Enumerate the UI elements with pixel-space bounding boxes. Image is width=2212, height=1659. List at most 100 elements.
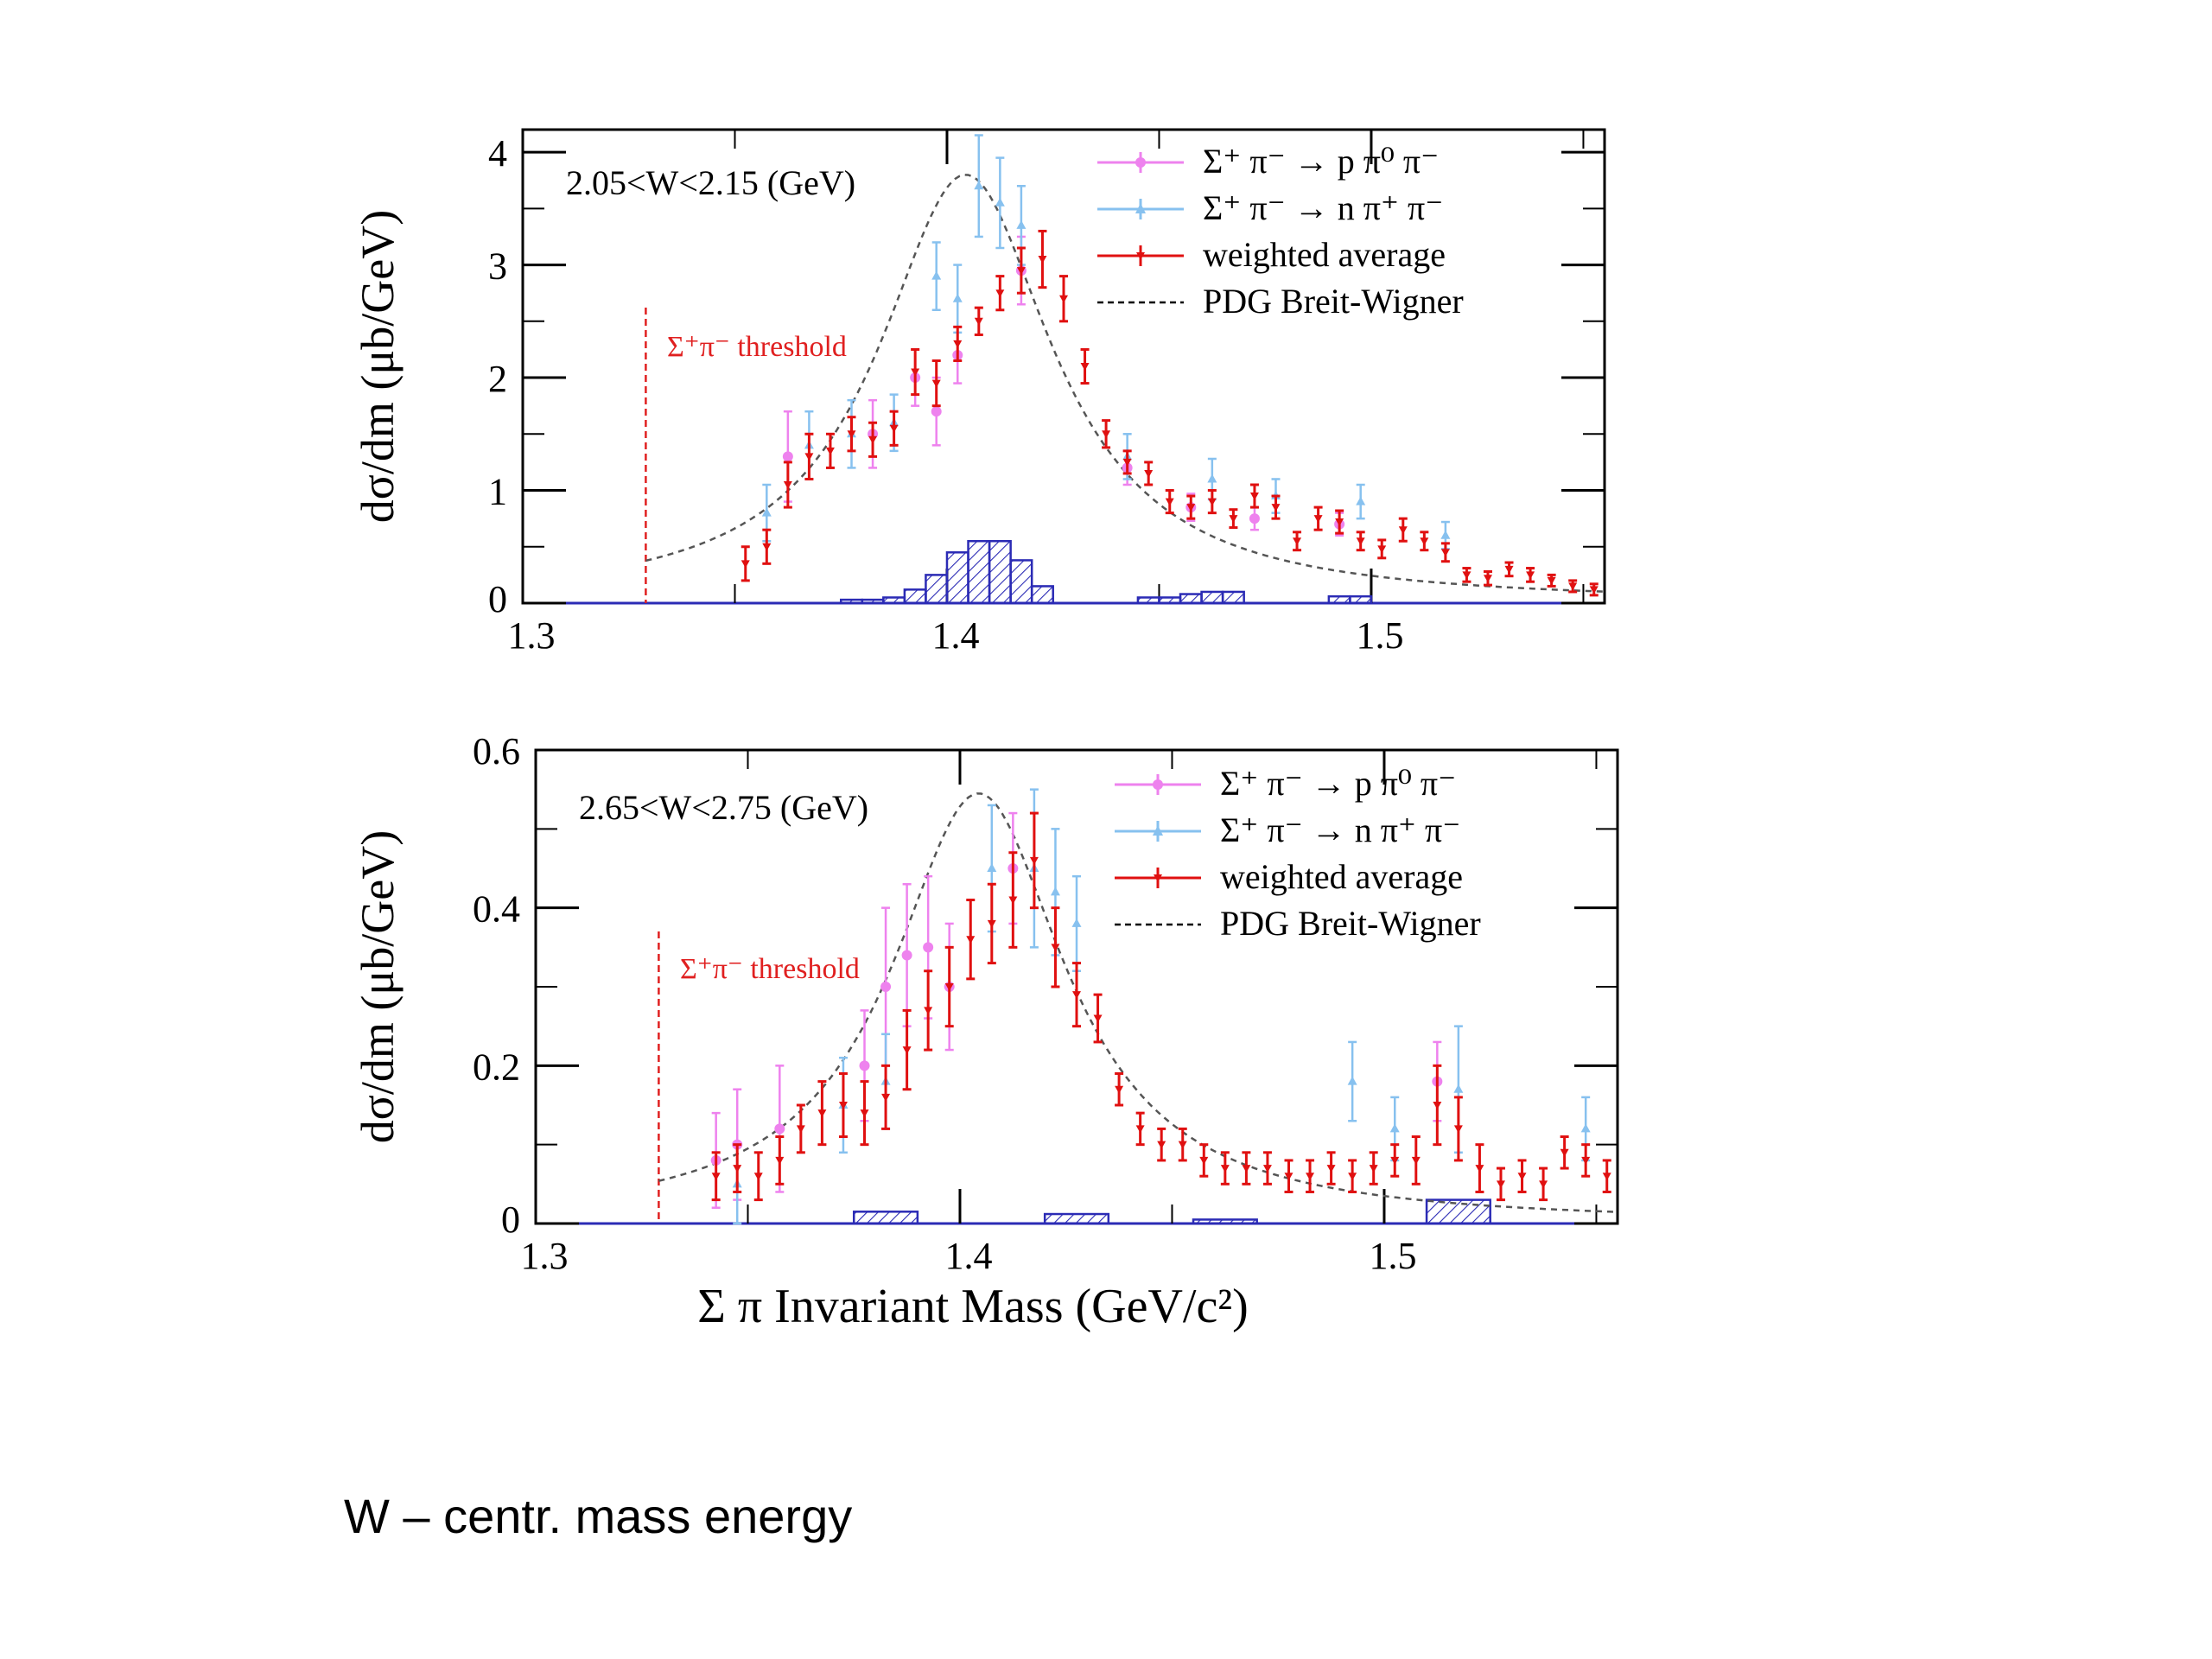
y-tick-label: 0 xyxy=(488,578,507,620)
data-point xyxy=(782,451,793,462)
data-point xyxy=(774,1123,785,1135)
data-point xyxy=(817,1109,827,1118)
y-tick-label: 2 xyxy=(488,358,507,400)
systematic-bar xyxy=(967,539,991,605)
systematic-bar xyxy=(1136,596,1160,605)
data-point xyxy=(1433,1102,1442,1109)
data-point xyxy=(1504,565,1514,574)
w-range-annotation: 2.05<W<2.15 (GeV) xyxy=(566,163,855,202)
data-point xyxy=(1539,1180,1548,1189)
data-point xyxy=(1462,571,1471,580)
data-point xyxy=(1262,1165,1272,1173)
legend-marker xyxy=(1135,157,1146,168)
data-point xyxy=(1051,944,1060,952)
chart-top: 0 1 2 3 4 1.3 1.4 1.5 dσ/dm (μb/GeV) 2.05<W<2.15 … xyxy=(352,128,1606,657)
data-point xyxy=(1029,856,1039,865)
data-point xyxy=(1517,1173,1527,1181)
y-tick-label: 0 xyxy=(501,1198,520,1241)
data-point xyxy=(1165,498,1174,506)
data-point xyxy=(1229,515,1238,524)
chart-bottom: 0 0.2 0.4 0.6 1.3 1.4 1.5 dσ/dm (μb/GeV) Σ π Inv… xyxy=(352,730,1619,1333)
data-point xyxy=(931,270,942,280)
data-point xyxy=(944,983,954,991)
x-tick-label: 1.3 xyxy=(508,614,556,657)
data-point xyxy=(1411,1156,1421,1165)
systematic-bar xyxy=(1030,585,1054,605)
legend-label: PDG Breit-Wigner xyxy=(1220,904,1481,943)
data-point xyxy=(1313,515,1323,524)
data-point xyxy=(1377,545,1387,554)
data-point xyxy=(1568,582,1578,591)
data-point xyxy=(902,1046,912,1055)
data-point xyxy=(1072,991,1081,1000)
threshold-label: Σ⁺π⁻ threshold xyxy=(680,953,860,985)
x-tick-label: 1.4 xyxy=(944,1235,992,1277)
data-point xyxy=(825,447,835,455)
data-point xyxy=(1186,504,1196,512)
data-point xyxy=(1271,504,1281,512)
data-point xyxy=(1398,526,1408,535)
data-point xyxy=(1496,1180,1505,1189)
data-point xyxy=(868,435,878,444)
series-red xyxy=(741,229,1599,597)
data-point xyxy=(931,406,942,417)
systematic-bar xyxy=(1200,590,1224,605)
systematic-bar xyxy=(925,574,949,605)
data-point xyxy=(952,293,963,302)
data-point xyxy=(953,340,963,348)
data-point xyxy=(1207,498,1217,506)
systematic-bar xyxy=(882,596,906,605)
legend-label: Σ⁺ π⁻ → n π⁺ π⁻ xyxy=(1220,810,1460,849)
data-point xyxy=(987,863,997,872)
legend-marker xyxy=(1153,825,1163,836)
systematic-bar xyxy=(1179,593,1203,605)
systematic-bar xyxy=(903,588,927,605)
data-point xyxy=(1115,1085,1124,1094)
systematic-bar xyxy=(839,598,864,605)
data-point xyxy=(1249,513,1260,524)
data-point xyxy=(1122,458,1132,467)
data-point xyxy=(1249,493,1259,501)
legend-marker xyxy=(1153,779,1163,790)
y-tick-label: 3 xyxy=(488,245,507,288)
data-point xyxy=(1050,887,1060,896)
data-point xyxy=(931,379,941,388)
data-point xyxy=(1348,1173,1357,1181)
data-point xyxy=(741,560,750,569)
systematic-bar xyxy=(1349,594,1373,605)
y-tick-label: 0.6 xyxy=(473,730,520,772)
data-point xyxy=(987,919,996,928)
data-point xyxy=(860,1109,869,1118)
data-point xyxy=(1347,1076,1357,1085)
legend-marker xyxy=(1135,203,1146,213)
w-range-annotation: 2.65<W<2.75 (GeV) xyxy=(579,788,868,827)
data-point xyxy=(1369,1165,1378,1173)
data-point xyxy=(1440,549,1450,557)
y-tick-label: 0.2 xyxy=(473,1046,520,1088)
y-axis-label: dσ/dm (μb/GeV) xyxy=(352,830,404,1144)
legend-label: PDG Breit-Wigner xyxy=(1203,282,1464,321)
data-point xyxy=(761,507,772,517)
systematic-bar xyxy=(852,1211,919,1225)
x-tick-label: 1.5 xyxy=(1356,614,1403,657)
slide-caption: W – centr. mass energy xyxy=(344,1489,853,1543)
data-point xyxy=(1080,363,1090,371)
data-point xyxy=(1102,430,1111,439)
systematic-bar xyxy=(1425,1198,1491,1225)
legend-label: Σ⁺ π⁻ → n π⁺ π⁻ xyxy=(1203,188,1443,227)
data-point xyxy=(1199,1156,1209,1165)
data-point xyxy=(1440,530,1451,539)
data-point xyxy=(1178,1141,1187,1149)
data-point xyxy=(1059,295,1068,303)
data-point xyxy=(1207,474,1217,483)
systematic-bar xyxy=(1009,559,1033,605)
systematic-bar xyxy=(1327,594,1351,605)
breit-wigner-curve xyxy=(645,174,1605,593)
x-tick-label: 1.3 xyxy=(521,1235,569,1277)
legend-marker xyxy=(1154,874,1162,882)
data-point xyxy=(1581,1156,1591,1165)
legend-marker xyxy=(1136,252,1145,260)
y-tick-label: 4 xyxy=(488,132,507,175)
data-point xyxy=(711,1173,721,1181)
